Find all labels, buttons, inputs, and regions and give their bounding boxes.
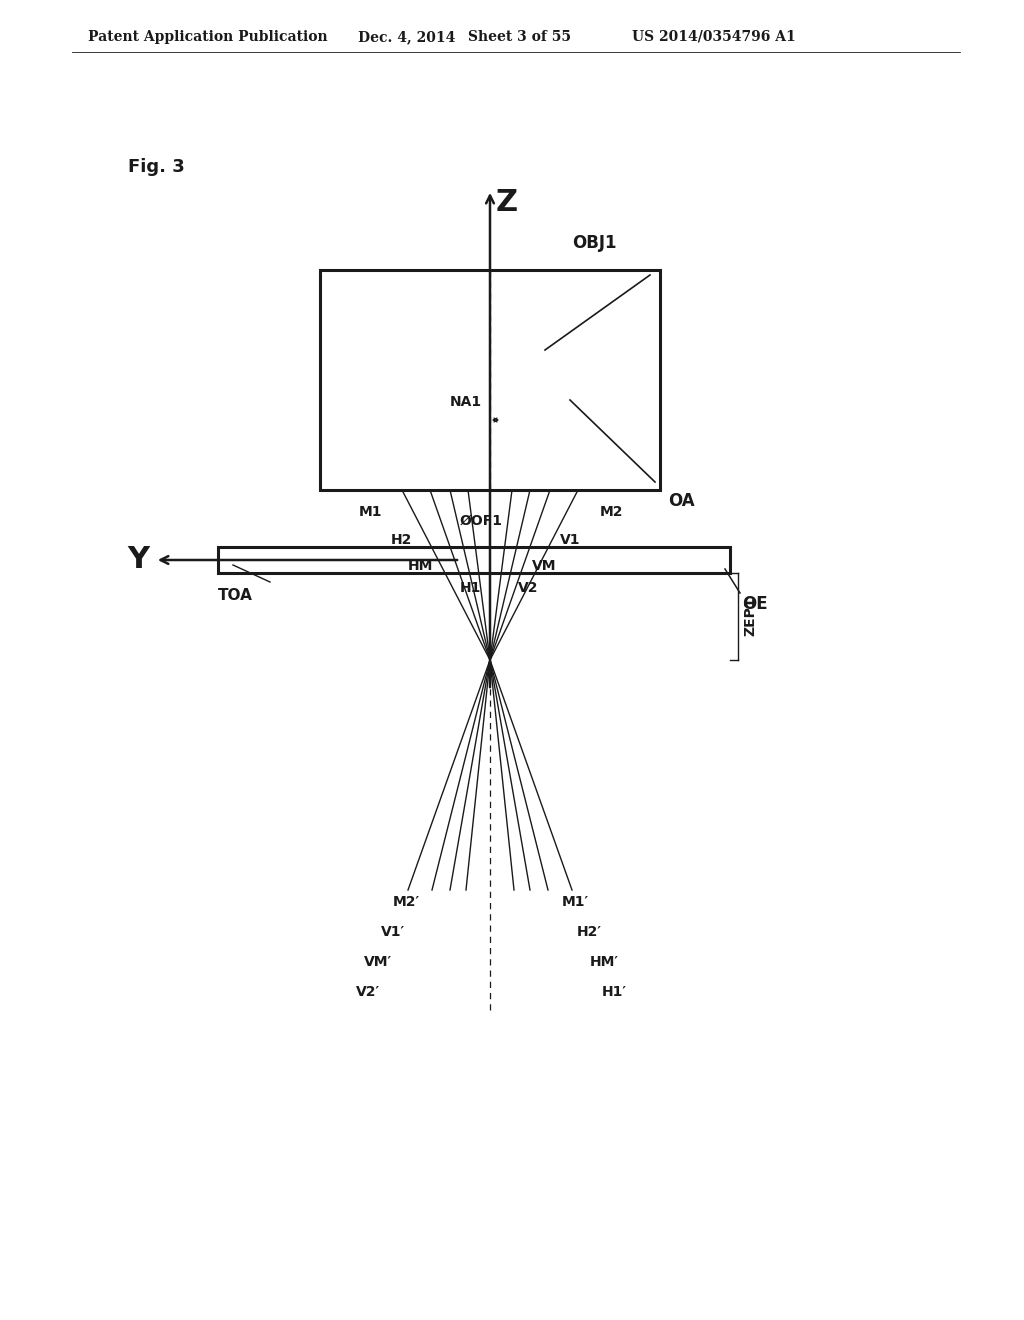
Text: V1: V1: [560, 533, 581, 546]
Text: OE: OE: [742, 595, 768, 612]
Text: Dec. 4, 2014: Dec. 4, 2014: [358, 30, 456, 44]
Text: VM′: VM′: [364, 954, 392, 969]
Text: Fig. 3: Fig. 3: [128, 158, 184, 176]
Text: TOA: TOA: [218, 587, 253, 603]
Text: US 2014/0354796 A1: US 2014/0354796 A1: [632, 30, 796, 44]
Text: Z: Z: [496, 187, 518, 216]
Text: NA1: NA1: [450, 395, 482, 409]
Text: OA: OA: [668, 492, 694, 510]
Text: V2: V2: [518, 581, 539, 595]
Text: H2: H2: [390, 533, 412, 546]
Text: Sheet 3 of 55: Sheet 3 of 55: [468, 30, 571, 44]
Bar: [319, 271, 660, 490]
Text: H1′: H1′: [602, 985, 627, 999]
Text: M2: M2: [600, 506, 624, 519]
Text: OBJ1: OBJ1: [572, 234, 616, 252]
Text: VM: VM: [532, 558, 556, 573]
Text: V1′: V1′: [381, 925, 406, 939]
Text: Y: Y: [127, 545, 150, 574]
Text: H1: H1: [460, 581, 481, 595]
Text: HM: HM: [408, 558, 433, 573]
Text: M2′: M2′: [393, 895, 420, 909]
Text: ZEP1: ZEP1: [743, 597, 757, 636]
Text: H2′: H2′: [577, 925, 602, 939]
Bar: [218, 546, 730, 573]
Text: V2′: V2′: [356, 985, 380, 999]
Text: M1: M1: [358, 506, 382, 519]
Text: HM′: HM′: [590, 954, 618, 969]
Text: M1′: M1′: [562, 895, 589, 909]
Text: ØOF1: ØOF1: [460, 513, 503, 528]
Text: Patent Application Publication: Patent Application Publication: [88, 30, 328, 44]
